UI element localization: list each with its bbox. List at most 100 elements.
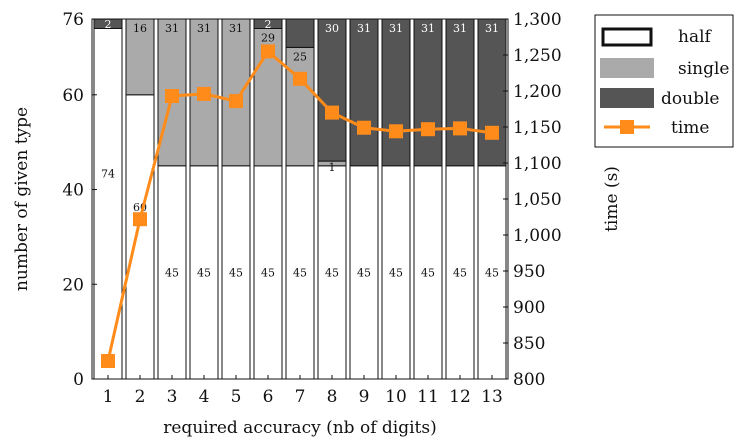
legend: half single double time xyxy=(594,14,734,148)
bar-label-double-10: 31 xyxy=(389,22,403,35)
y2-tick-label-800: 800 xyxy=(513,370,545,390)
y2-tick-label-1150: 1,150 xyxy=(513,118,562,138)
bar-double-11 xyxy=(413,18,443,167)
legend-swatch-half xyxy=(601,27,653,47)
x-tick-label-4: 4 xyxy=(199,387,210,407)
y2-tick-label-900: 900 xyxy=(513,298,545,318)
legend-swatch-single xyxy=(600,58,654,78)
y2-tick-label-850: 850 xyxy=(513,334,545,354)
legend-swatch-double xyxy=(600,88,654,108)
y2-tick-label-1050: 1,050 xyxy=(513,190,562,210)
x-tick-label-7: 7 xyxy=(295,387,306,407)
legend-marker-time xyxy=(620,120,634,134)
y-tick-label-40: 40 xyxy=(62,181,84,201)
bar-label-half-10: 45 xyxy=(389,266,403,279)
bar-label-double-8: 30 xyxy=(325,22,339,35)
x-tick-label-13: 13 xyxy=(481,387,503,407)
bar-label-half-8: 45 xyxy=(325,266,339,279)
bar-half-9 xyxy=(349,165,379,380)
bar-label-double-12: 31 xyxy=(453,22,467,35)
legend-label-half: half xyxy=(678,27,713,47)
bar-label-double-11: 31 xyxy=(421,22,435,35)
bar-label-double-13: 31 xyxy=(485,22,499,35)
time-point-9 xyxy=(357,120,371,135)
bar-label-single-5: 31 xyxy=(229,22,243,35)
axes-layer: 0204060768008509009501,0001,0501,1001,15… xyxy=(62,10,561,407)
bar-label-single-4: 31 xyxy=(197,22,211,35)
bar-label-half-12: 45 xyxy=(453,266,467,279)
bar-double-9 xyxy=(349,18,379,167)
bar-labels-layer: 7426016453145314531452924525451304531453… xyxy=(101,18,499,279)
bar-double-7 xyxy=(285,18,315,48)
time-point-7 xyxy=(293,71,307,86)
bar-label-single-8: 1 xyxy=(329,161,336,174)
bar-label-half-6: 45 xyxy=(261,266,275,279)
y-tick-label-60: 60 xyxy=(62,86,84,106)
bar-single-2 xyxy=(125,18,155,96)
y2-tick-label-1300: 1,300 xyxy=(513,10,562,30)
time-point-11 xyxy=(421,122,435,137)
bar-label-double-9: 31 xyxy=(357,22,371,35)
time-point-4 xyxy=(197,86,211,101)
legend-label-double: double xyxy=(661,89,719,109)
legend-label-single: single xyxy=(678,59,730,79)
bar-double-10 xyxy=(381,18,411,167)
y2-axis-title: time (s) xyxy=(602,166,622,232)
bar-half-7 xyxy=(285,165,315,380)
bar-label-single-7: 25 xyxy=(293,50,307,63)
bar-label-single-2: 16 xyxy=(133,22,147,35)
x-tick-label-8: 8 xyxy=(327,387,338,407)
bar-label-double-6: 2 xyxy=(265,18,272,31)
time-point-8 xyxy=(325,105,339,120)
x-tick-label-10: 10 xyxy=(385,387,407,407)
y2-tick-label-1000: 1,000 xyxy=(513,226,562,246)
bar-half-5 xyxy=(221,165,251,380)
time-point-2 xyxy=(133,212,147,227)
x-tick-label-1: 1 xyxy=(103,387,114,407)
bar-half-3 xyxy=(157,165,187,380)
bar-label-single-3: 31 xyxy=(165,22,179,35)
y-tick-label-20: 20 xyxy=(62,275,84,295)
x-tick-label-11: 11 xyxy=(417,387,439,407)
time-line-layer xyxy=(101,44,499,368)
bar-single-7 xyxy=(285,46,315,167)
y-tick-label-0: 0 xyxy=(73,370,84,390)
bar-label-single-6: 29 xyxy=(261,32,275,45)
x-tick-label-6: 6 xyxy=(263,387,274,407)
bar-label-half-1: 74 xyxy=(101,168,115,181)
y2-tick-label-950: 950 xyxy=(513,262,545,282)
bar-half-11 xyxy=(413,165,443,380)
x-tick-label-9: 9 xyxy=(359,387,370,407)
bar-half-13 xyxy=(477,165,507,380)
legend-label-time: time xyxy=(671,118,709,138)
bar-label-half-13: 45 xyxy=(485,266,499,279)
time-point-1 xyxy=(101,354,115,368)
bar-double-12 xyxy=(445,18,475,167)
y-axis-title: number of given type xyxy=(12,107,32,291)
x-tick-label-12: 12 xyxy=(449,387,471,407)
time-point-3 xyxy=(165,89,179,103)
bar-label-half-9: 45 xyxy=(357,266,371,279)
bar-label-half-11: 45 xyxy=(421,266,435,279)
bar-half-2 xyxy=(125,94,155,380)
y2-tick-label-1200: 1,200 xyxy=(513,82,562,102)
bar-half-1 xyxy=(93,28,123,380)
bar-label-double-1: 2 xyxy=(105,18,112,31)
time-point-13 xyxy=(485,125,499,140)
bar-label-half-7: 45 xyxy=(293,266,307,279)
y-tick-label-76: 76 xyxy=(62,10,84,30)
bar-single-5 xyxy=(221,18,251,167)
time-point-10 xyxy=(389,124,403,139)
x-axis-title: required accuracy (nb of digits) xyxy=(163,418,436,438)
bar-half-10 xyxy=(381,165,411,380)
bar-label-half-5: 45 xyxy=(229,266,243,279)
time-point-6 xyxy=(261,44,275,59)
x-tick-label-3: 3 xyxy=(167,387,178,407)
bar-double-8 xyxy=(317,18,347,162)
y2-tick-label-1100: 1,100 xyxy=(513,154,562,174)
y2-tick-label-1250: 1,250 xyxy=(513,46,562,66)
bar-half-4 xyxy=(189,165,219,380)
time-point-5 xyxy=(229,94,243,109)
bar-double-13 xyxy=(477,18,507,167)
